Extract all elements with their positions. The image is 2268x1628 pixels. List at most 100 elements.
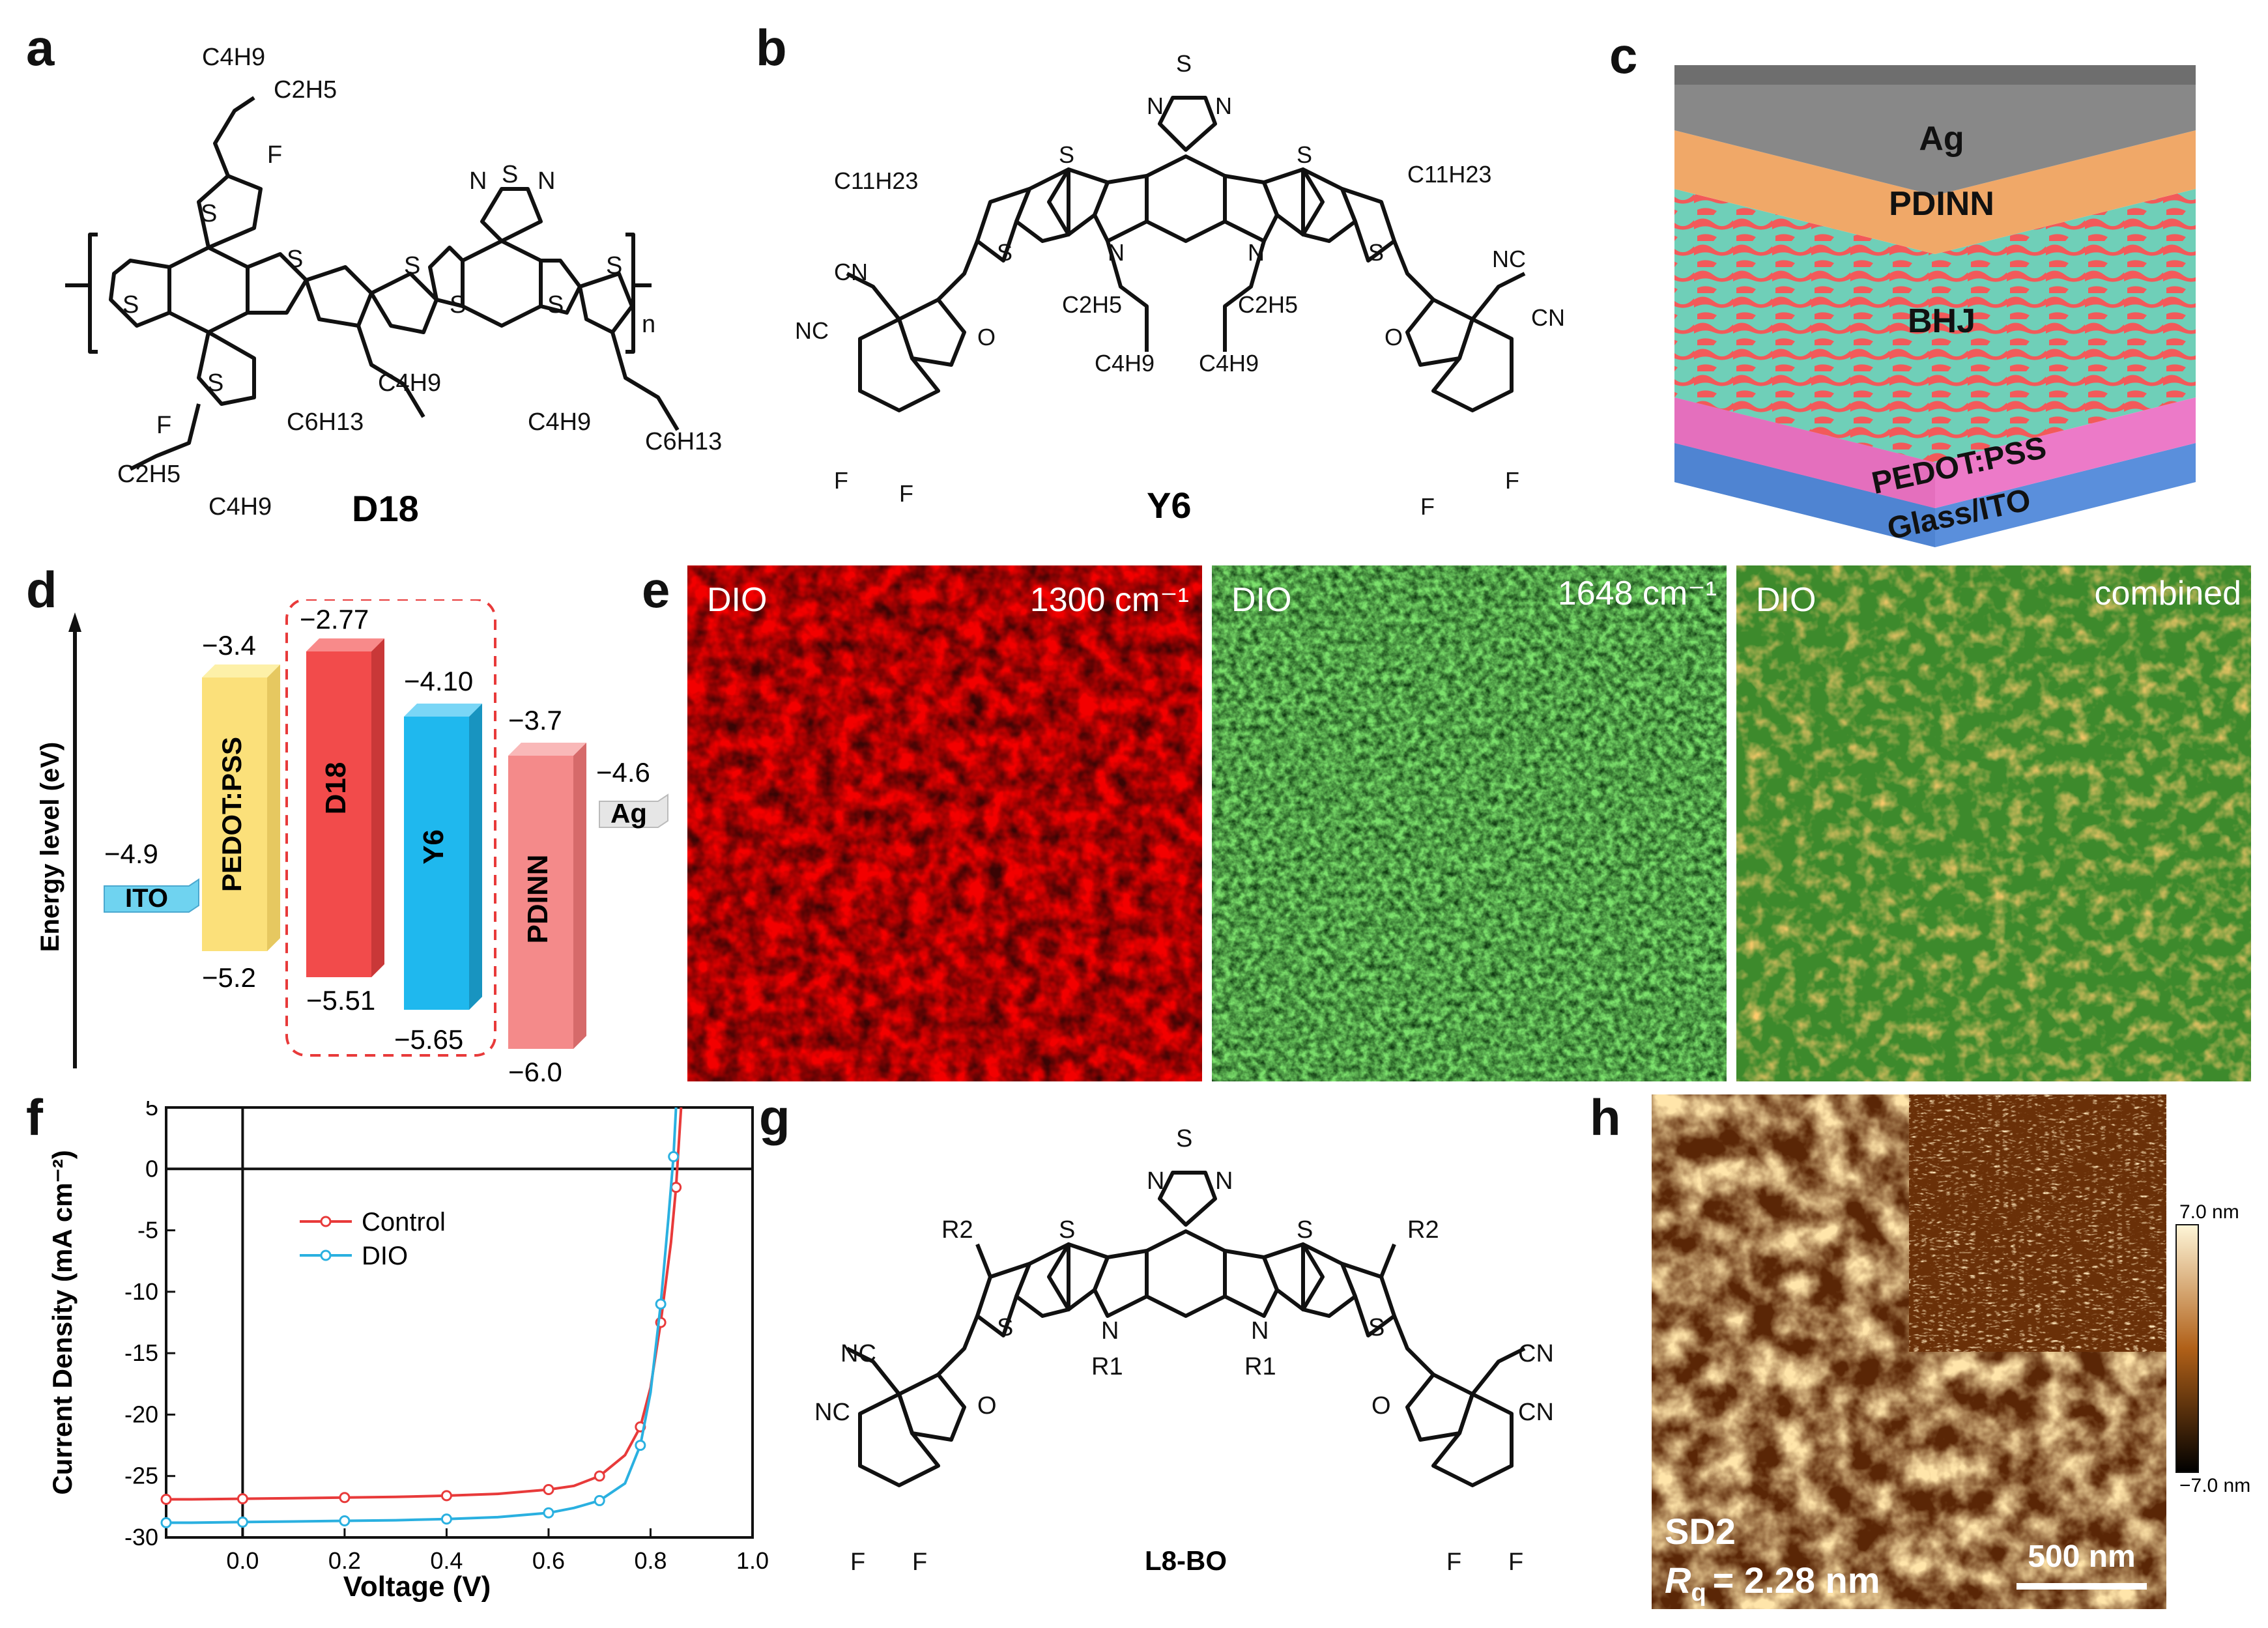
y6-label-c4h9-right: C4H9 <box>1199 350 1259 377</box>
energy-axis-label: Energy level (eV) <box>36 742 65 952</box>
y6-label-s-3: S <box>997 239 1012 266</box>
material-pedot-pss: PEDOT:PSS <box>216 737 247 892</box>
d18-label-s-7: S <box>606 252 622 279</box>
d18-label-c6h13-right: C6H13 <box>645 428 722 455</box>
d18-label-n-1: N <box>469 167 487 195</box>
y6-label-nc-right: NC <box>1492 246 1526 272</box>
y6-label-c4h9-left: C4H9 <box>1095 350 1155 377</box>
l8bo-label-cn-right-1: CN <box>1518 1340 1554 1367</box>
l8bo-label-f-3: F <box>1446 1549 1461 1576</box>
raman-combined-title: DIO <box>1756 581 1816 619</box>
x-tick-label: 0.2 <box>328 1547 361 1574</box>
y6-label-f-4: F <box>1505 467 1519 494</box>
l8bo-label-n-left: N <box>1101 1317 1119 1345</box>
x-axis-label: Voltage (V) <box>343 1571 491 1603</box>
raman-1300-label: 1300 cm⁻¹ <box>1030 581 1189 619</box>
series-point-dio <box>339 1515 351 1527</box>
series-point-control <box>594 1470 605 1482</box>
l8bo-label-n-right: N <box>1251 1317 1269 1345</box>
d18-label-s-4: S <box>404 252 420 279</box>
d18-label-c2h5-top: C2H5 <box>274 76 337 104</box>
l8bo-label-s-4: S <box>1368 1314 1385 1341</box>
jv-chart: 0.0 0.2 0.4 0.6 0.8 1.0 5 0 -5 -10 -15 -20 -25 -30 Co… <box>47 1101 769 1603</box>
d18-label-c6h13-mid: C6H13 <box>287 408 364 436</box>
y6-label-c2h5-right: C2H5 <box>1238 291 1298 318</box>
l8bo-label-r1-right: R1 <box>1244 1353 1276 1380</box>
series-point-dio <box>440 1513 452 1525</box>
y6-label-o-left: O <box>977 324 996 350</box>
y6-label-f-3: F <box>1420 493 1435 520</box>
afm-inset-map <box>1909 1094 2166 1352</box>
y6-structure: S N N C11H23 C11H23 S S S S N N CN NC NC… <box>795 50 1565 526</box>
d18-structure: C4H9 C2H5 F S S S S S S S S S N N n F C2… <box>65 44 722 529</box>
plot-frame <box>165 1106 754 1539</box>
y6-label-s-1: S <box>1059 141 1074 168</box>
series-line-dio <box>166 1107 678 1524</box>
energy-diagram: Energy level (eV) ITO −4.9 PEDOT:PSS −3.… <box>36 599 668 1081</box>
legend-marker-dio <box>320 1250 332 1261</box>
d18-top-label: −2.77 <box>300 604 369 635</box>
y-tick-label: -25 <box>124 1463 158 1489</box>
series-point-dio <box>160 1517 172 1528</box>
afm-rq-label: Rq = 2.28 nm <box>1665 1560 1880 1607</box>
y6-bottom-label: −5.65 <box>394 1024 463 1055</box>
d18-label-s-9: S <box>502 161 518 188</box>
panel-letter-a: a <box>26 19 55 76</box>
l8bo-structure: S N N R2 R2 S S S S N N R1 R1 NC NC CN C… <box>814 1125 1554 1576</box>
series-point-dio <box>594 1494 605 1506</box>
raman-combined-label: combined <box>2095 575 2241 612</box>
y6-label-n-right: N <box>1248 239 1265 266</box>
panel-letter-e: e <box>642 561 670 618</box>
y6-label-n-top-left: N <box>1147 93 1164 119</box>
colorbar-min: −7.0 nm <box>2179 1475 2250 1496</box>
pdinn-top-label: −3.7 <box>508 705 562 735</box>
d18-label-s-2: S <box>122 291 139 319</box>
legend-label-dio: DIO <box>362 1242 408 1270</box>
raman-map-1300 <box>687 565 1202 1081</box>
series-point-dio <box>635 1440 646 1451</box>
d18-label-s-5: S <box>450 291 466 319</box>
y6-label-c11h23-left: C11H23 <box>834 167 918 194</box>
l8bo-label-r2-left: R2 <box>941 1216 973 1244</box>
panel-letter-f: f <box>26 1089 43 1146</box>
l8bo-label-s-3: S <box>997 1314 1013 1341</box>
series-point-dio <box>655 1298 667 1310</box>
scale-bar-label: 500 nm <box>2028 1539 2135 1574</box>
y6-label-c2h5-left: C2H5 <box>1062 291 1122 318</box>
d18-label-c4h9-right: C4H9 <box>528 408 591 436</box>
y6-name: Y6 <box>1147 485 1192 526</box>
d18-label-s-6: S <box>547 291 564 319</box>
l8bo-label-f-1: F <box>850 1549 865 1576</box>
energy-axis-arrow <box>68 612 81 632</box>
y-tick-label: -10 <box>124 1278 158 1305</box>
d18-label-f-bottom: F <box>156 412 171 439</box>
l8bo-label-cn-right-2: CN <box>1518 1399 1554 1426</box>
raman-1300-title: DIO <box>707 581 767 619</box>
d18-label-s-3: S <box>287 246 303 273</box>
y6-label-f-2: F <box>899 480 913 507</box>
panel-letter-d: d <box>26 561 57 618</box>
l8bo-label-nc-left-2: NC <box>814 1399 850 1426</box>
l8bo-label-f-4: F <box>1508 1549 1523 1576</box>
series-point-control <box>160 1494 172 1506</box>
layer-label-pdinn: PDINN <box>1889 185 1994 223</box>
y6-label-s-top: S <box>1176 50 1192 77</box>
d18-label-n-2: N <box>538 167 555 195</box>
d18-label-c4h9-mid: C4H9 <box>378 369 441 397</box>
series-point-control <box>237 1493 248 1505</box>
l8bo-label-r2-right: R2 <box>1407 1216 1439 1244</box>
ag-level-label: −4.6 <box>596 757 650 788</box>
material-pdinn: PDINN <box>522 855 554 944</box>
legend-marker-control <box>320 1216 332 1227</box>
y-tick-label: 5 <box>145 1101 158 1121</box>
ito-level-label: −4.9 <box>104 838 158 869</box>
l8bo-label-s-2: S <box>1297 1216 1313 1244</box>
y6-top-label: −4.10 <box>404 666 473 696</box>
raman-map-combined <box>1736 565 2251 1081</box>
series-point-control <box>543 1483 554 1495</box>
pedot-bottom-label: −5.2 <box>202 962 256 993</box>
colorbar-max: 7.0 nm <box>2179 1201 2239 1223</box>
d18-label-subscript-n: n <box>642 311 655 338</box>
d18-label-c4h9-top: C4H9 <box>202 44 265 71</box>
x-tick-label: 1.0 <box>736 1547 769 1574</box>
